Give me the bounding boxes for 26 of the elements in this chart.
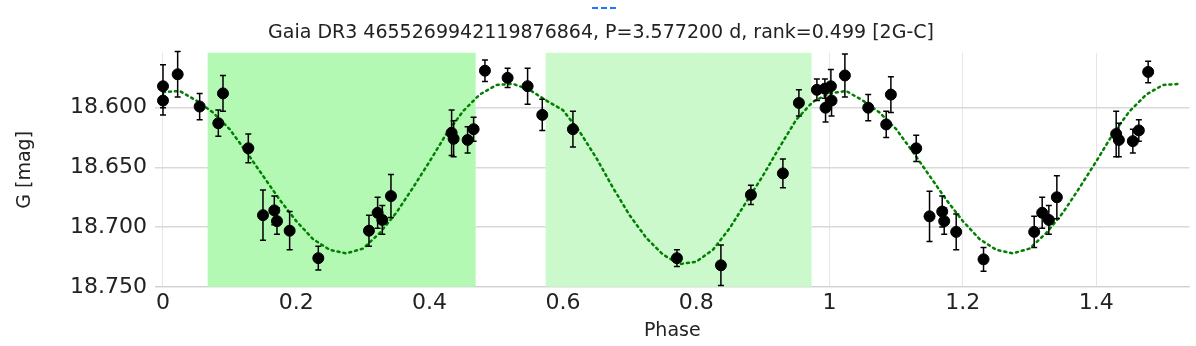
- x-tick-label: 1: [822, 288, 837, 314]
- x-tick-label: 1.2: [945, 288, 981, 314]
- point: [977, 253, 990, 266]
- y-tick-label: 18.600: [70, 93, 147, 119]
- x-tick-label: 0: [156, 288, 170, 314]
- point: [536, 108, 549, 121]
- x-tick-label: 0.2: [278, 288, 314, 314]
- chart-title: Gaia DR3 4655269942119876864, P=3.577200 d, rank=0.499 [2G-C]: [268, 20, 934, 43]
- point: [171, 68, 184, 81]
- point: [312, 252, 325, 265]
- x-tick-label: 1.4: [1078, 288, 1114, 314]
- y-tick-label: 18.650: [70, 153, 147, 179]
- point: [923, 210, 936, 223]
- y-tick-label: 18.700: [70, 212, 147, 238]
- point: [193, 100, 206, 113]
- point: [521, 80, 534, 93]
- x-tick-label: 0.6: [545, 288, 581, 314]
- y-tick-label: 18.750: [70, 272, 147, 298]
- point: [242, 142, 255, 155]
- x-tick-label: 0.8: [678, 288, 714, 314]
- point: [283, 224, 296, 237]
- x-tick-label: 0.4: [412, 288, 448, 314]
- point: [212, 117, 225, 130]
- y-axis-title: G [mag]: [12, 130, 35, 209]
- point: [501, 71, 514, 84]
- x-axis-title: Phase: [643, 317, 701, 340]
